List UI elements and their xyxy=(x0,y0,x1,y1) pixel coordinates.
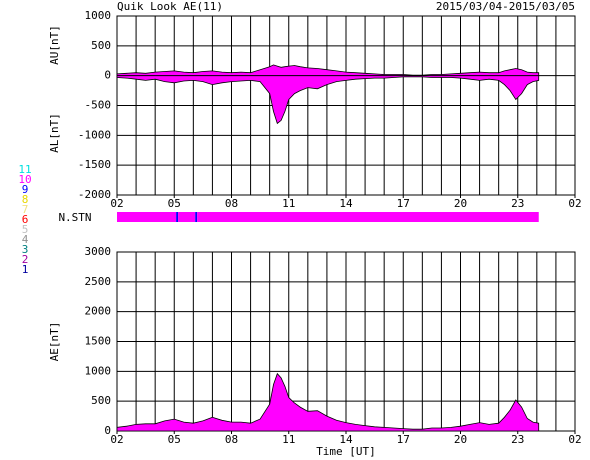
y-tick-label: 0 xyxy=(104,69,111,82)
x-tick-label: 23 xyxy=(511,197,524,210)
legend-entry: 1 xyxy=(22,263,29,276)
x-tick-label: 02 xyxy=(568,433,581,446)
x-tick-label: 11 xyxy=(282,433,295,446)
x-tick-label: 17 xyxy=(397,433,410,446)
x-tick-label: 05 xyxy=(168,433,181,446)
date-range: 2015/03/04-2015/03/05 xyxy=(436,0,575,13)
nstn-segment xyxy=(178,212,196,222)
legend-entry: 9 xyxy=(22,183,29,196)
y-tick-label: 500 xyxy=(91,394,111,407)
y-tick-label: 1000 xyxy=(85,9,112,22)
y-tick-label: 500 xyxy=(91,39,111,52)
legend-entry: 4 xyxy=(22,233,29,246)
x-tick-label: 02 xyxy=(110,433,123,446)
x-tick-label: 20 xyxy=(454,197,467,210)
y-axis-label: AU[nT] xyxy=(48,25,61,65)
legend-entry: 11 xyxy=(18,163,31,176)
nstn-segment xyxy=(176,212,179,222)
area xyxy=(116,372,540,432)
legend-entry: 3 xyxy=(22,243,29,256)
y-tick-label: 2000 xyxy=(85,305,112,318)
x-tick-label: 08 xyxy=(225,197,238,210)
legend-entry: 10 xyxy=(18,173,31,186)
y-tick-label: 3000 xyxy=(85,245,112,258)
y-tick-label: -1000 xyxy=(78,128,111,141)
x-tick-label: 11 xyxy=(282,197,295,210)
area-1 xyxy=(116,75,540,125)
y-axis-label: AL[nT] xyxy=(48,113,61,153)
nstn-segment xyxy=(197,212,539,222)
y-tick-label: -2000 xyxy=(78,188,111,201)
y-tick-label: -1500 xyxy=(78,158,111,171)
legend-entry: 6 xyxy=(22,213,29,226)
y-tick-label: -500 xyxy=(85,99,112,112)
x-tick-label: 08 xyxy=(225,433,238,446)
legend-entry: 2 xyxy=(22,253,29,266)
legend-entry: 8 xyxy=(22,193,29,206)
x-tick-label: 14 xyxy=(339,197,353,210)
y-tick-label: 0 xyxy=(104,424,111,437)
legend-entry: 7 xyxy=(22,203,29,216)
x-tick-label: 20 xyxy=(454,433,467,446)
x-tick-label: 17 xyxy=(397,197,410,210)
x-tick-label: 14 xyxy=(339,433,353,446)
x-axis-label: Time [UT] xyxy=(316,445,376,458)
nstn-label: N.STN xyxy=(58,211,91,224)
y-axis-label: AE[nT] xyxy=(48,322,61,362)
area-0 xyxy=(116,64,540,77)
x-tick-label: 23 xyxy=(511,433,524,446)
y-tick-label: 2500 xyxy=(85,275,112,288)
legend-entry: 5 xyxy=(22,223,29,236)
nstn-segment xyxy=(117,212,177,222)
x-tick-label: 02 xyxy=(110,197,123,210)
chart-title: Quik Look AE(11) xyxy=(117,0,223,13)
plot-frame xyxy=(116,15,576,196)
y-tick-label: 1000 xyxy=(85,364,112,377)
nstn-segment xyxy=(195,212,198,222)
x-tick-label: 05 xyxy=(168,197,181,210)
y-tick-label: 1500 xyxy=(85,335,112,348)
x-tick-label: 02 xyxy=(568,197,581,210)
